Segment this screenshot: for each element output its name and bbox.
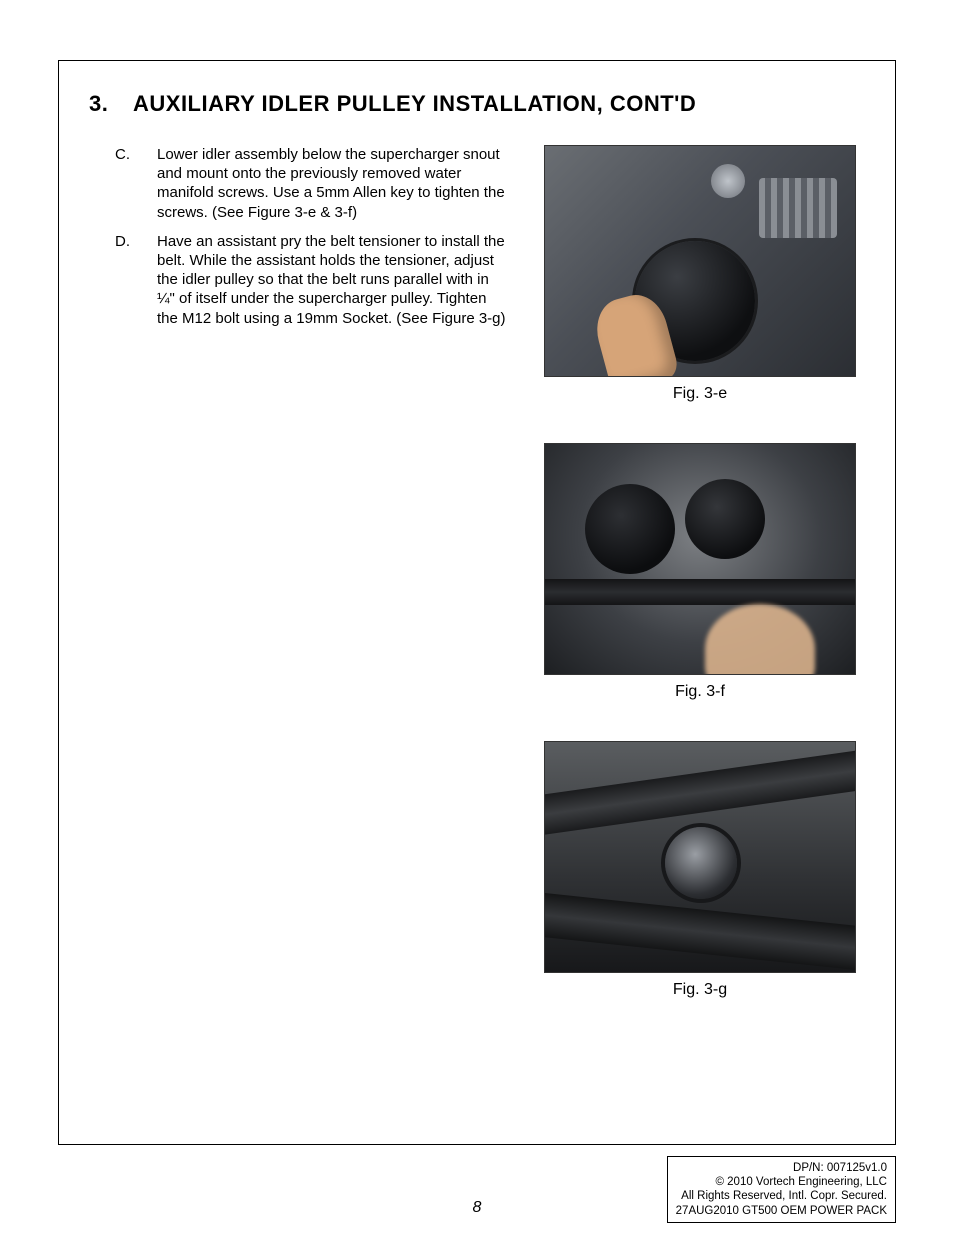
figure-caption: Fig. 3-g	[673, 981, 727, 999]
section-number: 3.	[89, 91, 133, 117]
photo-3g	[544, 741, 856, 973]
instruction-column: C. Lower idler assembly below the superc…	[89, 145, 507, 1039]
bolt-icon	[711, 164, 745, 198]
step-d: D. Have an assistant pry the belt tensio…	[115, 232, 507, 328]
section-heading: 3.AUXILIARY IDLER PULLEY INSTALLATION, C…	[89, 91, 865, 117]
footer-doc-id: 27AUG2010 GT500 OEM POWER PACK	[676, 1204, 887, 1218]
figure-3g: Fig. 3-g	[544, 741, 856, 999]
step-text: Have an assistant pry the belt tensioner…	[157, 232, 507, 328]
section-title: AUXILIARY IDLER PULLEY INSTALLATION, CON…	[133, 91, 696, 116]
supercharger-snout-icon	[759, 178, 837, 238]
figure-caption: Fig. 3-e	[673, 385, 727, 403]
belt-icon	[545, 579, 855, 605]
photo-3e	[544, 145, 856, 377]
step-text: Lower idler assembly below the superchar…	[157, 145, 507, 222]
figure-3f: Fig. 3-f	[544, 443, 856, 701]
step-letter: D.	[115, 232, 133, 328]
content-frame: 3.AUXILIARY IDLER PULLEY INSTALLATION, C…	[58, 60, 896, 1145]
footer-dpn: DP/N: 007125v1.0	[676, 1161, 887, 1175]
step-letter: C.	[115, 145, 133, 222]
pulley-icon	[665, 827, 737, 899]
step-c: C. Lower idler assembly below the superc…	[115, 145, 507, 222]
figure-3e: Fig. 3-e	[544, 145, 856, 403]
hose-icon	[544, 889, 856, 973]
hand-icon	[705, 604, 815, 675]
photo-3f	[544, 443, 856, 675]
footer-rights: All Rights Reserved, Intl. Copr. Secured…	[676, 1189, 887, 1203]
footer-copyright: © 2010 Vortech Engineering, LLC	[676, 1175, 887, 1189]
manual-page: 3.AUXILIARY IDLER PULLEY INSTALLATION, C…	[0, 0, 954, 1235]
footer-box: DP/N: 007125v1.0 © 2010 Vortech Engineer…	[667, 1156, 896, 1224]
body-columns: C. Lower idler assembly below the superc…	[89, 145, 865, 1039]
figure-caption: Fig. 3-f	[675, 683, 725, 701]
figure-column: Fig. 3-e Fig. 3-f Fig. 3-g	[535, 145, 865, 1039]
hose-icon	[544, 746, 856, 838]
